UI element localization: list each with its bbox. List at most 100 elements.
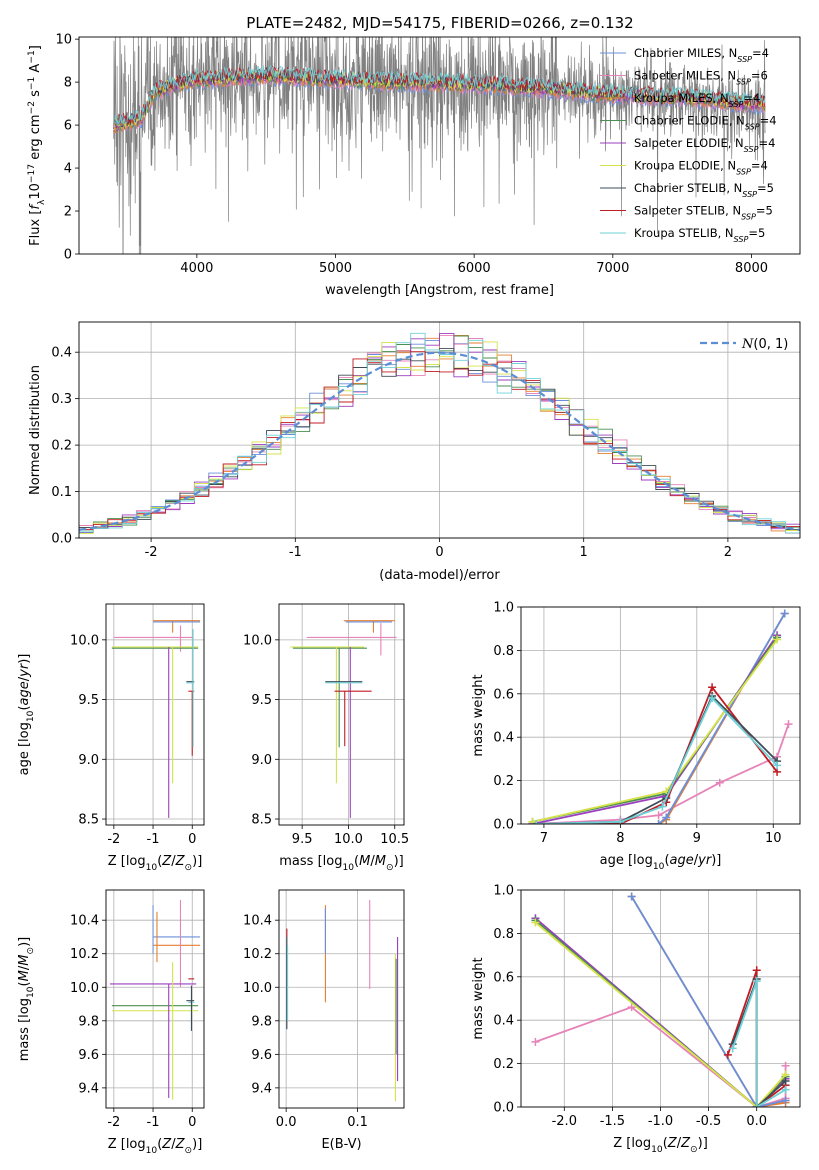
- x-tick-label: -1.0: [648, 1114, 673, 1129]
- x-tick-label: -2: [107, 1115, 120, 1130]
- series-marker: [531, 1037, 540, 1046]
- x-tick-label: -1: [289, 545, 302, 560]
- series-marker: [658, 802, 667, 811]
- x-tick-label: 7: [540, 831, 548, 846]
- series-line: [534, 921, 787, 1107]
- series-line: [536, 696, 778, 824]
- y-tick-label: 8.5: [251, 813, 272, 828]
- series-marker: [654, 820, 663, 824]
- y-tick-label: 9.5: [251, 693, 272, 708]
- axes: -2 -1 0 9.4 9.6 9.8 10.0 10.2 10.4: [70, 914, 196, 1130]
- x-tick-label: 8: [616, 831, 624, 846]
- y-tick-label: 9.4: [78, 1081, 99, 1096]
- y-axis-label: age [log10(age/yr)]: [17, 654, 36, 776]
- y-tick-label: 0.8: [493, 927, 514, 942]
- y-tick-label: 1.0: [493, 884, 514, 899]
- legend-label: N(0, 1): [741, 337, 788, 352]
- y-tick-label: 0.0: [51, 532, 72, 547]
- plot-area: [111, 620, 201, 818]
- axes: 4000 5000 6000 7000 8000 0 2 4 6 8 10: [55, 33, 768, 276]
- series-marker: [781, 1096, 790, 1105]
- y-axis-label: mass weight: [471, 674, 486, 756]
- x-axis-label: wavelength [Angstrom, rest frame]: [325, 283, 554, 298]
- series-marker: [723, 1050, 732, 1059]
- y-tick-label: 9.0: [78, 753, 99, 768]
- y-axis-label: mass weight: [471, 957, 486, 1039]
- plot-area: [109, 900, 201, 1100]
- y-tick-label: 9.8: [251, 1014, 272, 1029]
- weight-series: [728, 977, 790, 1107]
- series-marker: [662, 813, 671, 822]
- x-tick-label: 9.5: [292, 832, 313, 847]
- y-tick-label: 9.6: [78, 1048, 99, 1063]
- plot-area: [113, 37, 766, 254]
- x-tick-label: 2: [724, 545, 732, 560]
- age-vs-metallicity-panel: -2 -1 0 8.5 9.0 9.5 10.0 Z [log10(Z/Z⊙)] age [lo…: [17, 603, 205, 873]
- series-line: [534, 917, 787, 1107]
- x-axis-label: (data-model)/error: [379, 568, 500, 583]
- y-tick-label: 10.4: [70, 914, 99, 929]
- axes: 9.5 10.0 10.5 8.5 9.0 9.5 10.0: [243, 633, 409, 847]
- axes-frame: [520, 889, 801, 1108]
- y-tick-label: 0.3: [51, 392, 72, 407]
- series-marker: [784, 720, 793, 729]
- x-axis-label: Z [log10(Z/Z⊙)]: [108, 854, 203, 873]
- grid: [279, 890, 404, 1108]
- x-tick-label: 0.1: [347, 1115, 368, 1130]
- model-spectrum: [113, 65, 766, 129]
- x-tick-label: 0: [188, 1115, 196, 1130]
- y-tick-label: 0.1: [51, 485, 72, 500]
- axes-frame: [78, 36, 801, 255]
- series-line: [536, 694, 778, 824]
- grid: [521, 606, 800, 825]
- x-axis-label: Z [log10(Z/Z⊙)]: [613, 1136, 708, 1155]
- legend: Chabrier MILES, NSSP=4 Salpeter MILES, NS…: [600, 46, 777, 244]
- legend-label: Chabrier STELIB, NSSP=5: [634, 181, 774, 199]
- y-tick-label: 1.0: [493, 601, 514, 616]
- y-tick-label: 10.0: [243, 633, 272, 648]
- axes-frame: [105, 603, 205, 826]
- legend: N(0, 1): [700, 337, 788, 352]
- axes-frame: [520, 606, 801, 825]
- y-tick-label: 0: [64, 248, 72, 263]
- y-tick-label: 0.2: [493, 774, 514, 789]
- plot-area: [290, 620, 397, 818]
- legend-label: Kroupa STELIB, NSSP=5: [634, 226, 765, 244]
- x-tick-label: 0: [435, 545, 443, 560]
- grid: [279, 604, 404, 825]
- weight-vs-age-panel: 7 8 9 10 0.0 0.2 0.4 0.6 0.8 1.0 age [log10(age/yr…: [471, 601, 801, 872]
- x-tick-label: -1: [147, 832, 160, 847]
- x-tick-label: 10.0: [334, 832, 363, 847]
- axes: -2.0 -1.5 -1.0 -0.5 0.0 0.0 0.2 0.4 0.6 0.8 1.0: [493, 884, 767, 1130]
- legend-label: Kroupa ELODIE, NSSP=4: [634, 159, 768, 177]
- y-axis-label: Flux [fλ10−17 erg cm−2 s−1 A−1]: [27, 45, 47, 246]
- y-tick-label: 0.0: [493, 818, 514, 833]
- x-tick-label: 4000: [180, 261, 213, 276]
- figure-title: PLATE=2482, MJD=54175, FIBERID=0266, z=0…: [246, 14, 633, 32]
- x-axis-label: mass [log10(M/M⊙)]: [279, 854, 403, 873]
- series-marker: [728, 1044, 737, 1053]
- series-line: [731, 980, 787, 1107]
- y-tick-label: 10.4: [243, 914, 272, 929]
- y-tick-label: 0.8: [493, 644, 514, 659]
- mass-vs-metallicity-panel: -2 -1 0 9.4 9.6 9.8 10.0 10.2 10.4 Z [log10(Z/Z⊙)…: [17, 889, 205, 1156]
- y-tick-label: 10.0: [70, 633, 99, 648]
- axes-frame: [78, 321, 801, 539]
- x-tick-label: 10.5: [380, 832, 409, 847]
- series-marker: [752, 966, 761, 975]
- axes: -2 -1 0 8.5 9.0 9.5 10.0: [70, 633, 196, 847]
- model-spectrum: [113, 65, 766, 128]
- weight-series: [532, 609, 789, 824]
- weight-series: [532, 694, 782, 824]
- series-line: [532, 723, 790, 824]
- x-axis-label: age [log10(age/yr)]: [600, 853, 722, 872]
- x-tick-label: 1: [580, 545, 588, 560]
- series-marker: [528, 817, 537, 824]
- legend-label: Kroupa MILES, NSSP=4: [634, 91, 760, 109]
- series-marker: [773, 761, 782, 770]
- x-tick-label: 9: [693, 831, 701, 846]
- series-line: [532, 638, 778, 823]
- series-marker: [781, 1061, 790, 1070]
- y-tick-label: 4: [64, 162, 72, 177]
- x-tick-label: 6000: [458, 261, 491, 276]
